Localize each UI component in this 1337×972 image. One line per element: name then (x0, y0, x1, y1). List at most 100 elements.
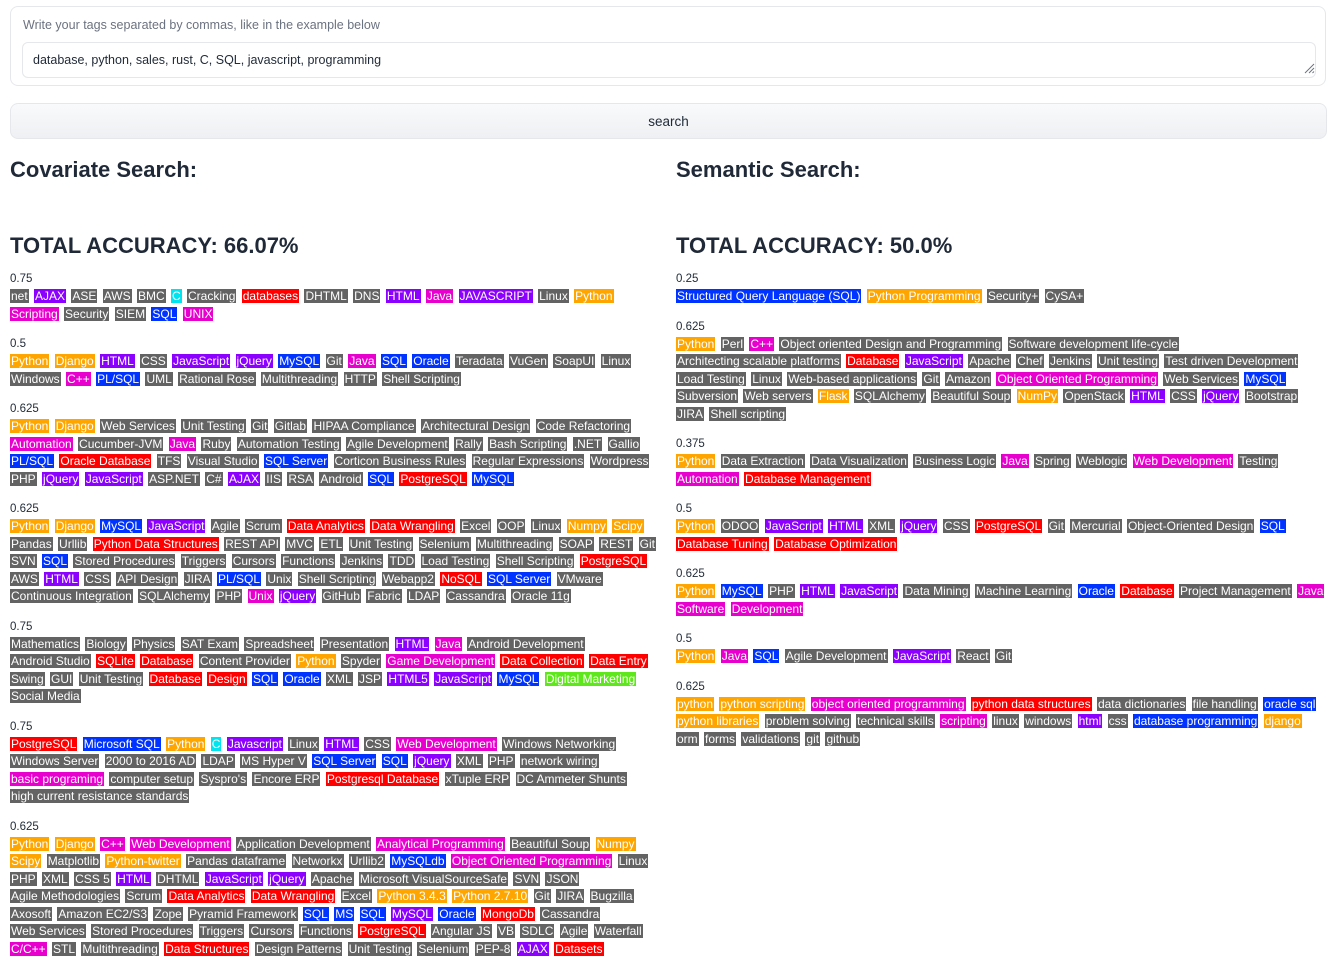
tag: Git (251, 419, 269, 433)
tag: ETL (319, 536, 344, 551)
resize-handle-icon[interactable] (1303, 62, 1315, 74)
tag: Test driven Development (1164, 354, 1299, 368)
tag: Unit Testing (181, 419, 246, 433)
tag: databases (241, 289, 300, 303)
tag: django (1263, 714, 1302, 728)
tag: Bash Scripting (488, 436, 568, 451)
tag: UNIX (182, 306, 214, 321)
tag: Django (54, 836, 95, 851)
tag: Multithreading (81, 941, 159, 956)
tag: Data Analytics (167, 889, 246, 903)
tag: REST API (224, 536, 280, 551)
tag: Gitlab (273, 419, 308, 433)
tag: PHP (487, 754, 515, 768)
tags-input-block: Write your tags separated by commas, lik… (10, 6, 1326, 86)
tag: Software (676, 601, 726, 616)
tag: Unit Testing (347, 941, 413, 956)
tag: Agile Development (346, 436, 449, 451)
tag: Weblogic (1076, 454, 1128, 468)
tag: Fabric (366, 589, 402, 603)
tag: JavaScript (434, 671, 493, 686)
result-item: 0.5 Python Django HTML CSS JavaScript jQu… (10, 337, 665, 388)
tag: Data Mining (903, 584, 970, 598)
tag: LDAP (406, 589, 441, 603)
tag: Unix (247, 589, 274, 603)
tag: Matplotlib (46, 854, 101, 868)
tag: C (210, 736, 222, 751)
tag: STL (52, 941, 77, 956)
result-item: 0.625 Python Perl C++ Object oriented Des… (676, 320, 1331, 424)
tag: css (1107, 714, 1128, 728)
tag: Python (676, 336, 716, 351)
tag: Windows Server (10, 754, 100, 768)
tag: SQL (151, 306, 178, 321)
tag: Structured Query Language (SQL) (676, 289, 862, 303)
tag: JavaScript (147, 519, 206, 533)
covariate-title: Covariate Search: (10, 157, 198, 182)
search-button[interactable]: search (10, 103, 1327, 139)
tag: validations (741, 731, 801, 746)
tag: oracle sql (1263, 696, 1317, 711)
tag: PostgreSQL (579, 554, 648, 568)
tag: Python (574, 289, 614, 303)
tag: Selenium (418, 536, 471, 551)
tag: SQL (368, 471, 395, 486)
tag: Linux (530, 519, 562, 533)
tag: Functions (298, 924, 353, 938)
covariate-panel: Covariate Search: TOTAL ACCURACY: 66.07%… (10, 156, 665, 972)
tag: python data structures (970, 696, 1092, 711)
tag: Windows (10, 371, 61, 386)
tag: Python (676, 519, 716, 533)
tag: jQuery (278, 589, 317, 603)
tag: PHP (10, 471, 37, 486)
tag: DHTML (156, 871, 200, 886)
tag: Object oriented Design and Programming (779, 336, 1003, 351)
tag: Numpy (595, 836, 636, 851)
tag: Encore ERP (252, 771, 321, 786)
tag: Object-Oriented Design (1126, 519, 1255, 533)
tag: Angular JS (430, 924, 492, 938)
tag: Python (296, 654, 336, 668)
tag: MySQL (278, 354, 321, 368)
tag: PostgreSQL (399, 471, 467, 486)
tag: Database Management (744, 471, 871, 486)
tag: TFS (156, 454, 182, 468)
tag: HTML (100, 354, 135, 368)
tag: Beautiful Soup (510, 836, 591, 851)
tag: Spyder (340, 654, 381, 668)
tag: Python (676, 454, 716, 468)
tag: JavaScript (840, 584, 899, 598)
tag: JavaScript (84, 471, 143, 486)
tag: Web Services (10, 924, 86, 938)
tags-input[interactable] (22, 42, 1316, 78)
tag: Swing (10, 671, 45, 686)
tag: Unit Testing (348, 536, 414, 551)
tag: ASP.NET (148, 471, 200, 486)
tag: Chef (1016, 354, 1044, 368)
tag: Architectural Design (420, 419, 531, 433)
tag: Web Development (1132, 454, 1234, 468)
tag: Python 2.7.10 (452, 889, 529, 903)
tag: Perl (720, 336, 745, 351)
tag: CSS (140, 354, 167, 368)
tag: jQuery (235, 354, 273, 368)
tag: AJAX (34, 289, 67, 303)
tag: PL/SQL (10, 454, 55, 468)
tag: Software development life-cycle (1007, 336, 1179, 351)
tag: Database (1120, 584, 1174, 598)
tag: BMC (136, 289, 166, 303)
tag: Flask (817, 389, 849, 403)
tag: Windows Networking (502, 736, 617, 751)
tag: Oracle (412, 354, 450, 368)
tag: Data Extraction (720, 454, 805, 468)
tag: SQL Server (263, 454, 329, 468)
tag: CSS 5 (74, 871, 111, 886)
tag: Amazon (945, 371, 992, 386)
tag: .NET (572, 436, 603, 451)
result-item: 0.625 Python MySQL PHP HTML JavaScript Da… (676, 567, 1331, 618)
tag: Automation Testing (236, 436, 341, 451)
tag: Cucumber-JVM (78, 436, 164, 451)
tag: Python Programming (866, 289, 982, 303)
result-item: 0.25 Structured Query Language (SQL) Pyth… (676, 272, 1331, 306)
tag: Web Development (396, 736, 497, 751)
